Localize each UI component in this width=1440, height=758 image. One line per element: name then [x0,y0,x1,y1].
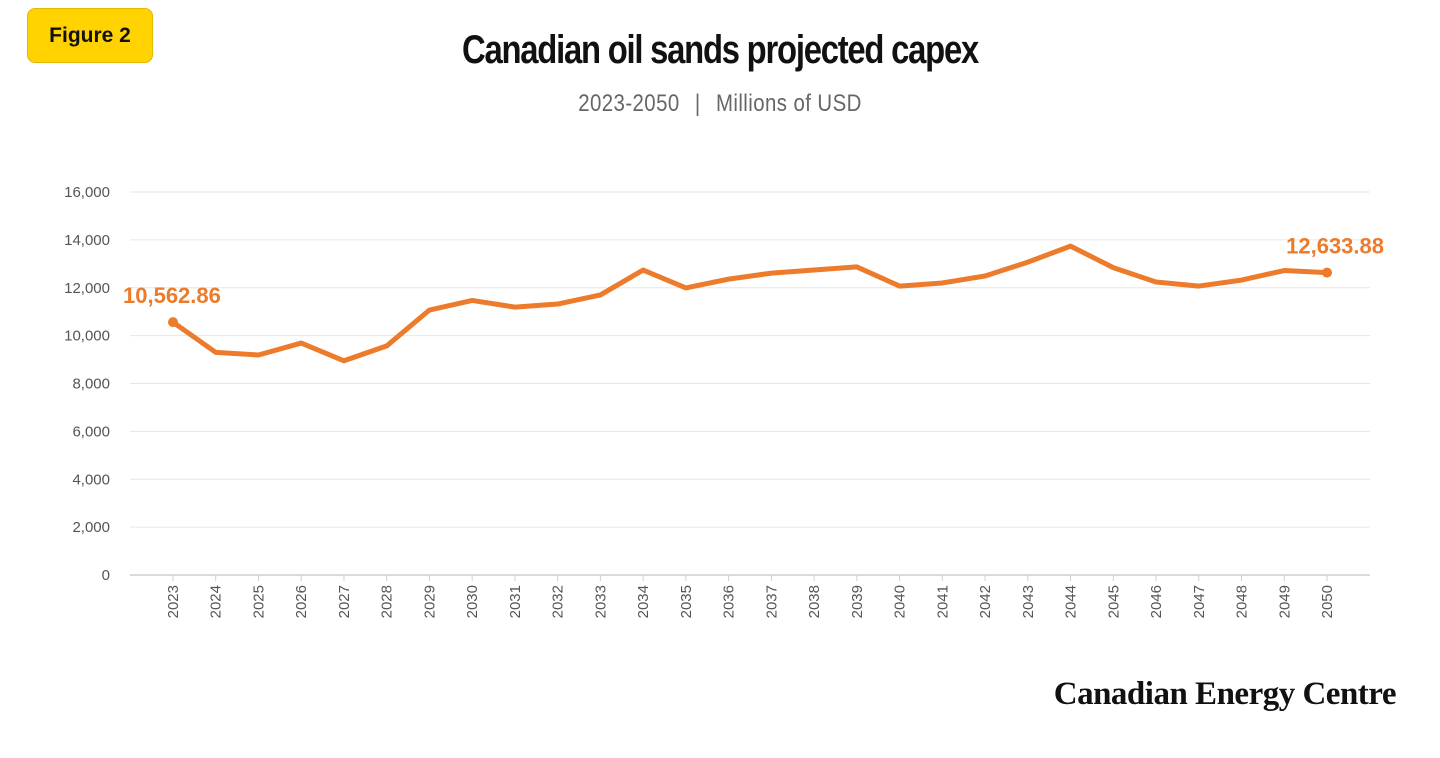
x-tick-label: 2034 [635,585,652,618]
x-tick-label: 2025 [250,585,267,618]
x-tick-label: 2038 [806,585,823,618]
x-tick-label: 2040 [892,585,909,618]
x-tick-label: 2048 [1234,585,1251,618]
y-tick-label: 2,000 [72,519,110,536]
x-tick-label: 2027 [336,585,353,618]
x-tick-label: 2023 [165,585,182,618]
x-tick-label: 2042 [977,585,994,618]
x-tick-label: 2037 [763,585,780,618]
x-tick-label: 2044 [1063,585,1080,618]
x-tick-label: 2045 [1105,585,1122,618]
y-tick-label: 16,000 [64,184,110,201]
x-tick-label: 2030 [464,585,481,618]
x-tick-label: 2024 [208,585,225,618]
x-tick-label: 2036 [721,585,738,618]
x-tick-label: 2029 [421,585,438,618]
data-label: 12,633.88 [1286,234,1384,259]
chart-subtitle: 2023-2050 | Millions of USD [108,90,1332,118]
x-tick-label: 2031 [507,585,524,618]
y-tick-label: 6,000 [72,423,110,440]
figure-badge: Figure 2 [27,8,153,63]
x-tick-label: 2043 [1020,585,1037,618]
data-point [1322,267,1332,278]
data-label: 10,562.86 [123,283,221,308]
subtitle-separator: | [694,90,701,117]
subtitle-range: 2023-2050 [578,90,680,117]
x-tick-label: 2035 [678,585,695,618]
x-tick-label: 2028 [379,585,396,618]
series-line [170,243,1330,364]
subtitle-unit: Millions of USD [715,90,862,117]
x-tick-label: 2041 [934,585,951,618]
x-tick-label: 2046 [1148,585,1165,618]
x-tick-label: 2050 [1319,585,1336,618]
y-tick-label: 14,000 [64,232,110,249]
y-tick-label: 4,000 [72,471,110,488]
x-tick-label: 2047 [1191,585,1208,618]
y-tick-label: 0 [102,567,110,584]
x-tick-label: 2032 [550,585,567,618]
x-tick-label: 2049 [1276,585,1293,618]
y-tick-label: 8,000 [72,376,110,393]
y-tick-label: 12,000 [64,280,110,297]
x-tick-label: 2026 [293,585,310,618]
y-tick-label: 10,000 [64,328,110,345]
x-tick-label: 2039 [849,585,866,618]
chart-title: Canadian oil sands projected capex [462,28,979,72]
x-tick-label: 2033 [592,585,609,618]
brand-logo: Canadian Energy Centre [1053,676,1397,712]
data-point [168,317,178,328]
